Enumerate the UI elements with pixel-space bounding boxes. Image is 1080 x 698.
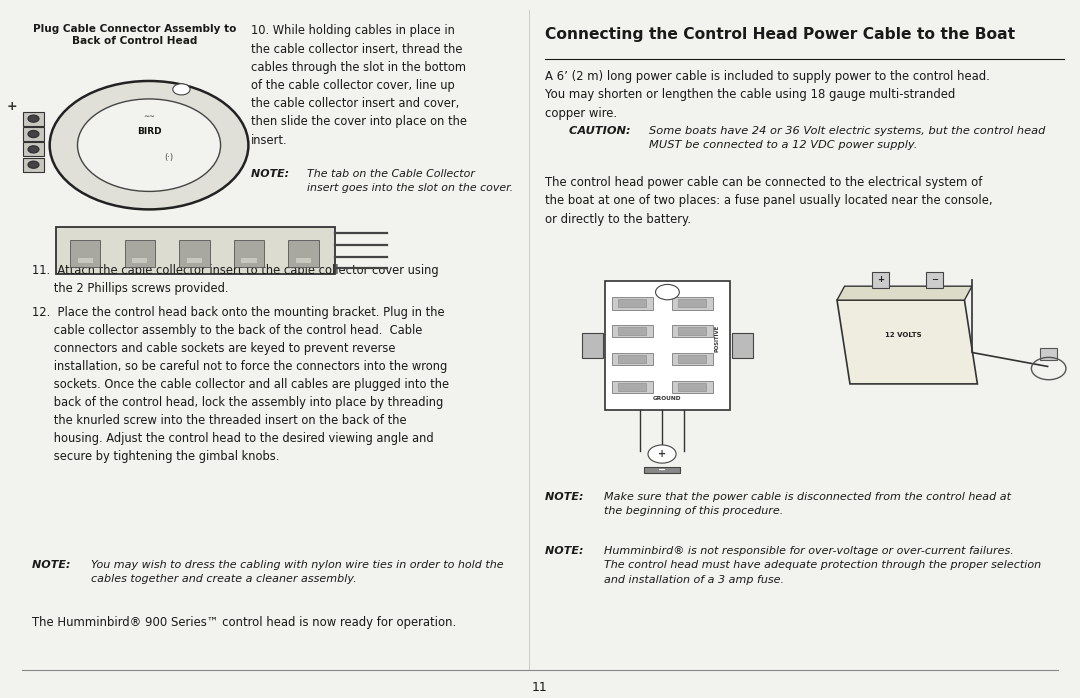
Bar [187,258,202,263]
Circle shape [648,445,676,463]
Text: NOTE:: NOTE: [545,492,588,502]
Bar [678,327,706,336]
Text: +: + [6,101,17,113]
Text: 11: 11 [532,681,548,694]
Text: CAUTION:: CAUTION: [569,126,635,135]
Text: 10. While holding cables in place in
the cable collector insert, thread the
cabl: 10. While holding cables in place in the… [251,24,467,147]
Bar [732,333,754,358]
Circle shape [28,115,39,122]
Text: Connecting the Control Head Power Cable to the Boat: Connecting the Control Head Power Cable … [545,27,1015,41]
Bar [612,325,653,338]
Bar [56,227,335,274]
Circle shape [656,284,679,300]
Polygon shape [837,300,977,384]
Bar [241,258,257,263]
Circle shape [28,146,39,153]
Text: Make sure that the power cable is disconnected from the control head at
the begi: Make sure that the power cable is discon… [604,492,1011,517]
Text: A 6’ (2 m) long power cable is included to supply power to the control head.
You: A 6’ (2 m) long power cable is included … [545,70,990,120]
Bar [23,112,44,126]
Text: NOTE:: NOTE: [545,546,588,556]
Bar [618,299,646,307]
Bar [23,127,44,141]
Text: GROUND: GROUND [653,396,681,401]
Circle shape [173,84,190,95]
Bar [644,468,680,473]
Text: (·): (·) [164,154,173,162]
Bar [288,240,319,267]
Bar [618,383,646,391]
Bar [612,380,653,394]
Text: Some boats have 24 or 36 Volt electric systems, but the control head
MUST be con: Some boats have 24 or 36 Volt electric s… [649,126,1045,150]
Bar [78,258,93,263]
Text: −: − [658,465,666,475]
Bar [1040,348,1057,360]
Text: Humminbird® is not responsible for over-voltage or over-current failures.
The co: Humminbird® is not responsible for over-… [604,546,1041,585]
Bar [672,297,713,310]
Bar [872,272,889,288]
Bar [672,380,713,394]
Bar [678,355,706,364]
Text: The control head power cable can be connected to the electrical system of
the bo: The control head power cable can be conn… [545,176,993,226]
Circle shape [28,131,39,138]
Bar [618,355,646,364]
Text: +: + [877,276,883,284]
Bar [70,240,100,267]
Bar [612,297,653,310]
Bar [678,383,706,391]
Text: ∼∼: ∼∼ [144,113,154,119]
Polygon shape [837,286,972,300]
Text: NOTE:: NOTE: [32,560,75,570]
Text: The Humminbird® 900 Series™ control head is now ready for operation.: The Humminbird® 900 Series™ control head… [32,616,457,629]
Bar [605,281,730,410]
Bar [23,158,44,172]
Circle shape [50,81,248,209]
Text: 12.  Place the control head back onto the mounting bracket. Plug in the
      ca: 12. Place the control head back onto the… [32,306,449,463]
Circle shape [28,161,39,168]
Bar [926,272,943,288]
Bar [612,353,653,366]
Text: 12 VOLTS: 12 VOLTS [885,332,921,338]
Bar [678,299,706,307]
Circle shape [78,99,220,191]
Text: −: − [931,276,937,284]
Bar [672,353,713,366]
Text: +: + [658,449,666,459]
Bar [618,327,646,336]
Text: The tab on the Cable Collector
insert goes into the slot on the cover.: The tab on the Cable Collector insert go… [307,169,513,193]
Text: Plug Cable Connector Assembly to
Back of Control Head: Plug Cable Connector Assembly to Back of… [33,24,237,46]
Bar [233,240,264,267]
Bar [296,258,311,263]
Text: BIRD: BIRD [137,127,161,135]
Text: You may wish to dress the cabling with nylon wire ties in order to hold the
cabl: You may wish to dress the cabling with n… [91,560,503,584]
Bar [133,258,147,263]
Bar [23,142,44,156]
Text: NOTE:: NOTE: [251,169,293,179]
Bar [672,325,713,338]
Text: 11.  Attach the cable collector insert to the cable collector cover using
      : 11. Attach the cable collector insert to… [32,264,440,295]
Bar [581,333,603,358]
Text: POSITIVE: POSITIVE [714,325,719,352]
Bar [179,240,210,267]
Bar [125,240,156,267]
